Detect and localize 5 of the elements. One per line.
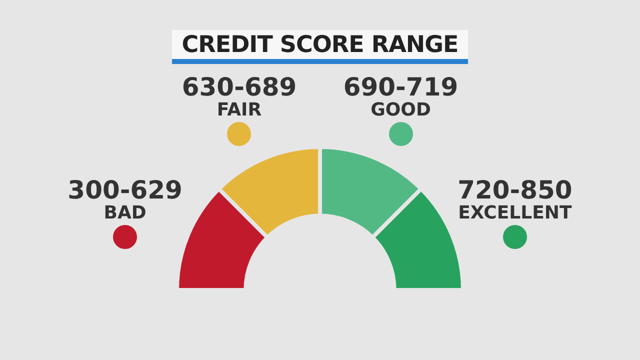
slice-label: 720-850 EXCELLENT bbox=[458, 175, 572, 224]
slice-label: 690-719 GOOD bbox=[343, 72, 458, 120]
slice-label: 300-629 BAD bbox=[68, 175, 182, 224]
chart-title: CREDIT SCORE RANGE bbox=[172, 30, 468, 64]
slice-label: 630-689 FAIR bbox=[182, 72, 297, 120]
